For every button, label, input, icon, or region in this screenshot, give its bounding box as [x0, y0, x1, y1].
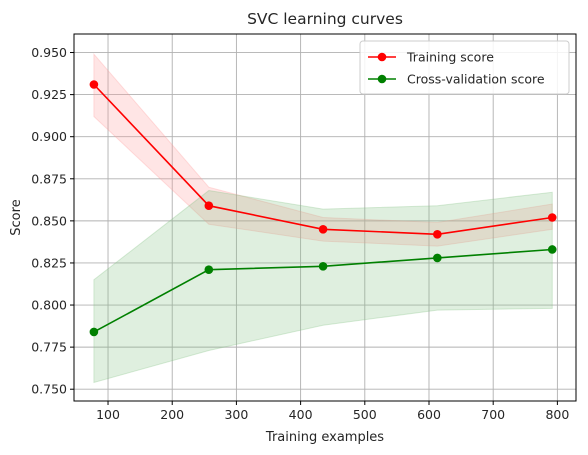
confidence-bands — [93, 52, 553, 384]
x-tick-label: 500 — [353, 407, 377, 422]
y-tick-label: 0.850 — [31, 213, 67, 228]
cross-validation-band — [93, 190, 553, 384]
training-point — [318, 224, 328, 234]
training-point — [204, 201, 214, 211]
legend: Training score Cross-validation score — [359, 40, 570, 95]
x-axis-label: Training examples — [265, 430, 384, 445]
x-tick-label: 600 — [417, 407, 441, 422]
training-point — [547, 213, 557, 222]
cross-validation-point — [318, 262, 328, 271]
cross-validation-point — [204, 265, 214, 274]
y-tick-label: 0.775 — [31, 340, 67, 355]
training-band — [93, 52, 553, 247]
y-tick-label: 0.825 — [31, 255, 67, 270]
y-axis-ticks: 0.750 0.775 0.800 0.825 0.850 0.875 0.900 0.925… — [31, 45, 74, 397]
cross-validation-point — [547, 245, 557, 254]
y-tick-label: 0.900 — [31, 129, 67, 144]
cross-validation-point — [89, 327, 99, 337]
x-tick-label: 100 — [96, 407, 120, 422]
y-tick-label: 0.800 — [31, 298, 67, 313]
y-axis-label: Score — [9, 199, 24, 235]
cross-validation-point — [433, 253, 442, 263]
training-point — [433, 230, 442, 239]
y-tick-label: 0.875 — [31, 171, 67, 186]
grid — [74, 34, 576, 401]
cross-validation-legend-label: Cross-validation score — [407, 72, 545, 87]
y-tick-label: 0.925 — [31, 87, 67, 102]
x-tick-label: 300 — [224, 407, 248, 422]
training-point — [89, 80, 99, 89]
chart-title: SVC learning curves — [247, 10, 403, 28]
training-legend-label: Training score — [406, 50, 494, 65]
plot-frame — [73, 33, 577, 402]
x-tick-label: 400 — [289, 407, 313, 422]
x-tick-label: 200 — [160, 407, 184, 422]
x-tick-label: 700 — [481, 407, 505, 422]
x-tick-label: 800 — [545, 407, 569, 422]
series-points — [89, 80, 557, 337]
cross-validation-legend-marker — [377, 74, 387, 84]
legend-box — [359, 40, 570, 95]
x-axis-ticks: 100 200 300 400 500 600 700 800 — [96, 401, 569, 422]
training-legend-marker — [377, 52, 387, 62]
y-tick-label: 0.950 — [31, 45, 67, 60]
y-tick-label: 0.750 — [31, 382, 67, 397]
